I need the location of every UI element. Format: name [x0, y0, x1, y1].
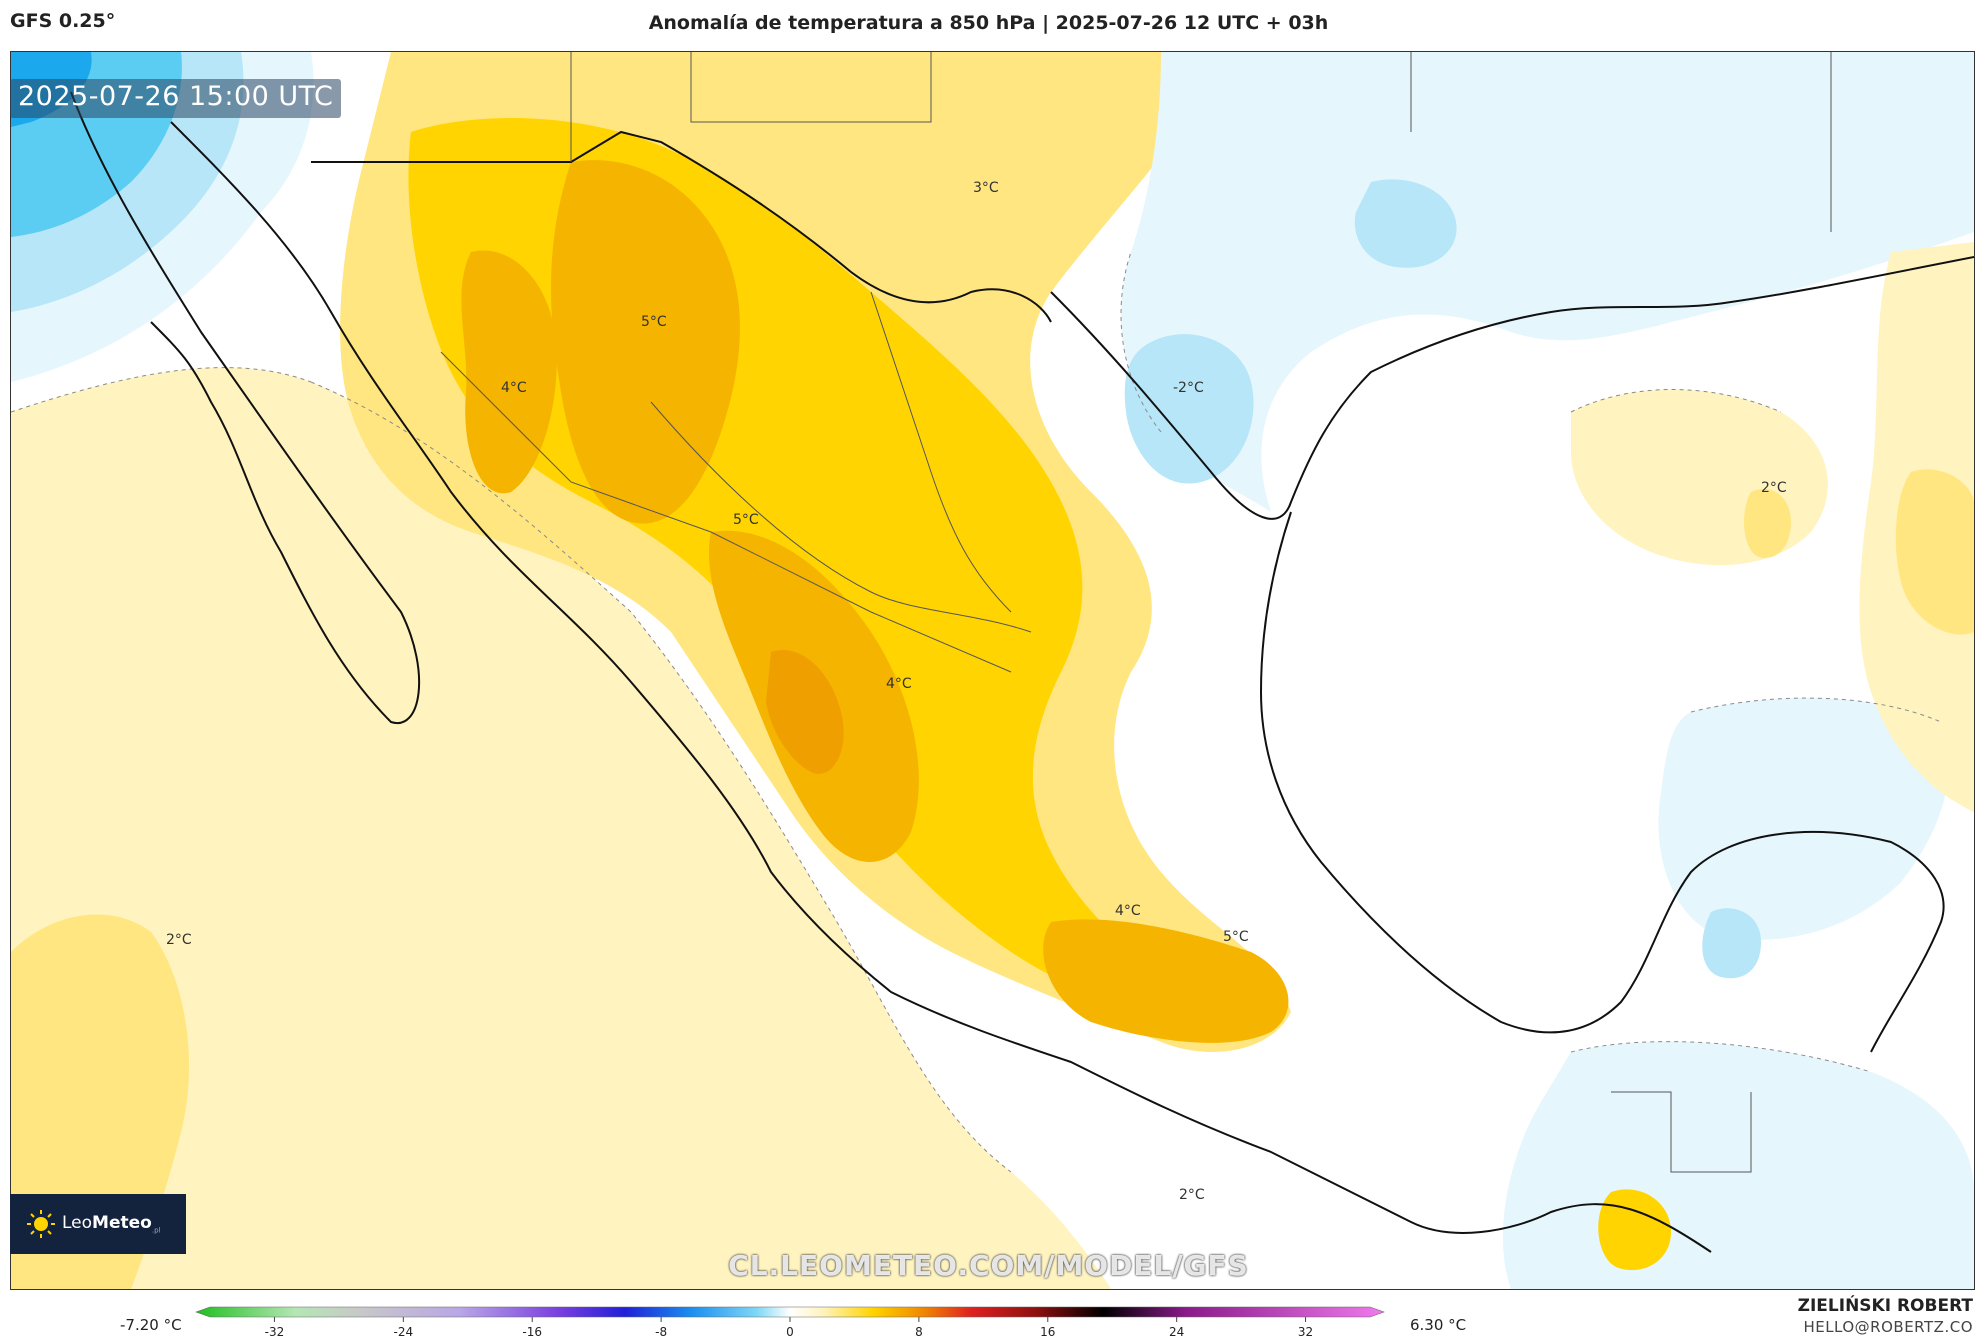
- contour-label: -2°C: [1173, 380, 1204, 396]
- cool-region-north-gulf: [1354, 179, 1457, 268]
- state-borders: [440, 52, 1832, 1173]
- legend-tick-label: 8: [915, 1325, 923, 1339]
- warm-region-east-mid: [1744, 488, 1791, 558]
- warm-region-atlantic-mid: [1895, 469, 1974, 635]
- map-panel[interactable]: 3°C 5°C 4°C -2°C 5°C 2°C 4°C 4°C 5°C 2°C…: [10, 51, 1975, 1290]
- contour-lines: [11, 251, 1942, 1173]
- contour-label: 2°C: [1761, 480, 1787, 496]
- leometeo-logo[interactable]: LeoMeteo.pl: [10, 1194, 186, 1254]
- color-legend: -32 -24 -16 -8 0 8 16 24 32: [195, 1306, 1385, 1339]
- cool-region-gulf: [1121, 52, 1974, 512]
- source-watermark: CL.LEOMETEO.COM/MODEL/GFS: [728, 1249, 1249, 1282]
- contour-label: 2°C: [166, 932, 192, 948]
- legend-tick-label: 16: [1040, 1325, 1055, 1339]
- warm-region-peak: [766, 650, 844, 774]
- legend-tick-label: 32: [1298, 1325, 1313, 1339]
- legend-max-value: 6.30 °C: [1410, 1316, 1467, 1334]
- model-name: GFS 0.25°: [10, 10, 116, 32]
- contour-label: 4°C: [886, 676, 912, 692]
- sun-icon: [27, 1210, 55, 1238]
- legend-tick-label: -16: [522, 1325, 542, 1339]
- logo-brand-a: Leo: [62, 1213, 93, 1234]
- logo-suffix: .pl: [151, 1226, 161, 1235]
- contour-label: 4°C: [501, 380, 527, 396]
- legend-tick-label: -8: [655, 1325, 667, 1339]
- contour-label: 4°C: [1115, 903, 1141, 919]
- cool-region-texas: [1124, 334, 1254, 484]
- coastlines: [70, 91, 1974, 1253]
- warm-region-core-north: [551, 160, 740, 524]
- legend-tick-label: -24: [394, 1325, 414, 1339]
- contour-label-group: 3°C 5°C 4°C -2°C 5°C 2°C 4°C 4°C 5°C 2°C…: [166, 180, 1787, 1203]
- legend-min-value: -7.20 °C: [120, 1316, 182, 1334]
- anomaly-map[interactable]: 3°C 5°C 4°C -2°C 5°C 2°C 4°C 4°C 5°C 2°C…: [11, 52, 1974, 1289]
- author-name: ZIELIŃSKI ROBERT: [1797, 1296, 1973, 1316]
- logo-text: LeoMeteo.pl: [62, 1213, 160, 1234]
- warm-region-pacific: [11, 367, 1111, 1289]
- warm-region-south: [1043, 919, 1289, 1043]
- author-email[interactable]: HELLO@ROBERTZ.CO: [1803, 1318, 1973, 1336]
- warm-region-guatemala: [1598, 1189, 1671, 1271]
- legend-tick-label: 24: [1169, 1325, 1184, 1339]
- contour-label: 5°C: [1223, 929, 1249, 945]
- valid-time-stamp: 2025-07-26 15:00 UTC: [10, 79, 342, 118]
- cool-region-yucatan: [1658, 698, 1949, 940]
- legend-tick-label: 0: [786, 1325, 794, 1339]
- map-title: Anomalía de temperatura a 850 hPa | 2025…: [648, 12, 1329, 34]
- warm-region-core-west: [461, 250, 557, 494]
- contour-label: 2°C: [1179, 1187, 1205, 1203]
- legend-gradient-bar: [195, 1306, 1385, 1318]
- legend-tick-label: -32: [265, 1325, 285, 1339]
- cool-region-yucatan-mid: [1702, 908, 1761, 979]
- contour-label: 5°C: [641, 314, 667, 330]
- logo-brand-b: Meteo: [92, 1213, 152, 1234]
- contour-label: 3°C: [973, 180, 999, 196]
- contour-label: 5°C: [733, 512, 759, 528]
